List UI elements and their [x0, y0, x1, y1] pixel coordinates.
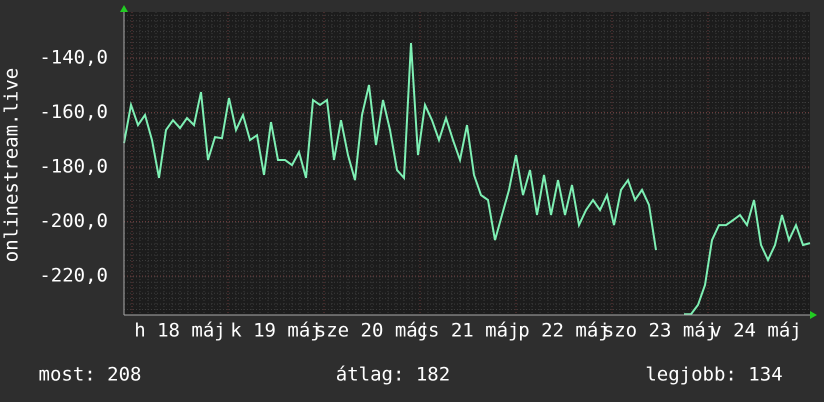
x-tick-label: p 22 máj: [518, 320, 610, 342]
y-tick-label: -200,0: [39, 210, 108, 232]
x-tick-label: h 18 máj: [134, 320, 226, 342]
y-arrow: [120, 5, 128, 12]
y-tick-label: -220,0: [39, 265, 108, 287]
data-line: [123, 43, 811, 316]
y-axis-label: onlinestream.live: [1, 68, 23, 262]
stat-best: legjobb: 134: [645, 364, 782, 386]
x-tick-label: cs 21 máj: [417, 320, 520, 342]
x-arrow: [810, 311, 817, 319]
x-tick-label: szo 23 máj: [603, 320, 717, 342]
y-tick-label: -160,0: [39, 101, 108, 123]
x-tick-label: sze 20 máj: [315, 320, 429, 342]
y-tick-label: -140,0: [39, 47, 108, 69]
stat-average: átlag: 182: [336, 364, 450, 386]
x-tick-label: k 19 máj: [230, 320, 322, 342]
x-tick-label: v 24 máj: [710, 320, 802, 342]
y-tick-label: -180,0: [39, 156, 108, 178]
stat-current: most: 208: [39, 364, 142, 386]
plot-area: [124, 12, 810, 315]
